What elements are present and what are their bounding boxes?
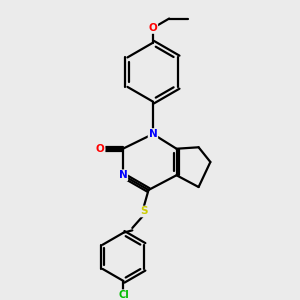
Text: O: O (148, 23, 157, 33)
Text: N: N (148, 129, 157, 139)
Text: Cl: Cl (118, 290, 129, 300)
Text: N: N (118, 170, 127, 180)
Text: S: S (140, 206, 147, 217)
Text: O: O (96, 144, 105, 154)
